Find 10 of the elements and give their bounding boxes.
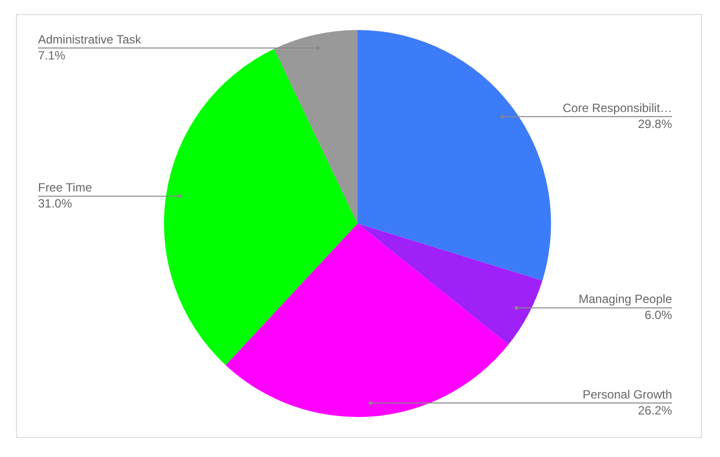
data-label: 7.1% [38,48,66,62]
data-label: 31.0% [38,196,72,211]
slice-label: Free Time [38,180,92,195]
slice-label: Personal Growth [582,387,672,402]
data-label: 26.2% [638,403,672,418]
slice-label: Core Responsibilit… [562,100,672,115]
data-label: 6.0% [644,308,672,322]
slice-label: Managing People [578,292,672,306]
slice-label: Administrative Task [38,32,142,46]
data-label: 29.8% [638,116,672,131]
